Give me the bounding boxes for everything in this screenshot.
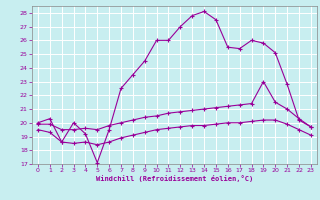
X-axis label: Windchill (Refroidissement éolien,°C): Windchill (Refroidissement éolien,°C) [96,175,253,182]
